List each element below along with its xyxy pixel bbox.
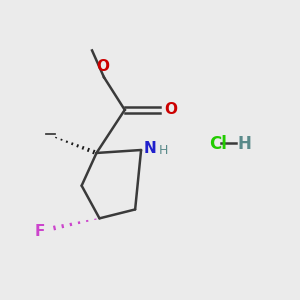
Text: Cl: Cl [209, 135, 227, 153]
Text: N: N [144, 141, 157, 156]
Text: H: H [238, 135, 252, 153]
Text: O: O [164, 102, 177, 117]
Text: H: H [158, 144, 168, 157]
Text: O: O [96, 58, 109, 74]
Text: F: F [35, 224, 45, 239]
